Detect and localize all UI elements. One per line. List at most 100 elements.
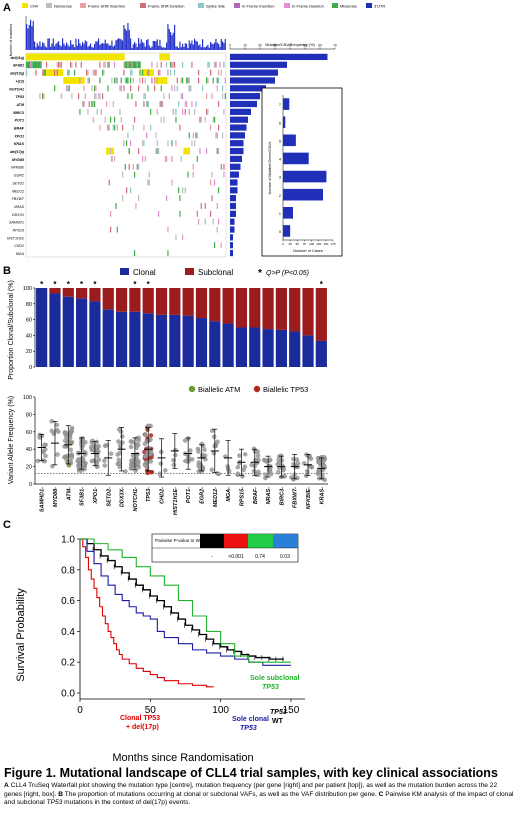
clonal-bar xyxy=(76,298,88,367)
mutation-cell xyxy=(218,187,220,194)
mutation-cell xyxy=(142,140,144,147)
vaf-point xyxy=(130,439,135,445)
gene-tick-label: DDX3X- xyxy=(120,487,126,507)
mutation-cell xyxy=(188,108,190,115)
patient-bar xyxy=(27,28,29,50)
patient-bar xyxy=(104,39,106,50)
label-sole-clonal-2: TP53 xyxy=(240,725,257,732)
caption-a-text: CLL4 TruSeq Waterfall plot showing the m… xyxy=(4,782,498,798)
patient-bar xyxy=(208,47,210,50)
freq-bar xyxy=(230,116,248,123)
mutation-cell xyxy=(106,101,108,107)
mutation-cell xyxy=(220,163,222,170)
mutation-cell xyxy=(216,148,218,154)
mutation-cell xyxy=(114,124,116,131)
mutation-cell xyxy=(171,156,173,162)
patient-bar xyxy=(204,47,206,50)
freq-bar xyxy=(230,187,238,194)
mutation-cell xyxy=(35,69,37,76)
mutation-cell xyxy=(79,77,81,84)
vaf-point xyxy=(276,470,281,475)
patient-bar xyxy=(219,46,221,50)
vaf-point xyxy=(255,453,261,458)
mutation-cell xyxy=(67,69,69,76)
vaf-point xyxy=(148,437,153,442)
clonal-bar xyxy=(49,293,61,367)
mutation-cell xyxy=(139,61,141,68)
freq-bar xyxy=(230,53,328,61)
patient-bar xyxy=(214,42,216,50)
vaf-distribution-chart: 0 20 40 60 80 100 SAMHD1- MYD88- ATM- SF3B1- XPO1-… xyxy=(23,395,328,515)
patient-bar xyxy=(98,38,100,50)
gene-label: TP53 xyxy=(15,95,24,99)
significance-star: * xyxy=(67,280,71,289)
mutation-cell xyxy=(110,116,112,123)
mutation-cell xyxy=(123,85,125,92)
label-sole-clonal-1: Sole clonal xyxy=(232,716,269,723)
mutation-cell xyxy=(44,69,46,76)
caption-c-text-2: mutations in the context of del(17p) eve… xyxy=(64,799,191,807)
patient-bar xyxy=(94,43,96,50)
mutation-cell xyxy=(131,69,133,76)
mutation-cell xyxy=(99,124,101,131)
caption-c-text-1: Pairwise KM analysis of the impact of cl… xyxy=(4,790,514,807)
mutation-cell xyxy=(210,124,212,131)
vaf-point xyxy=(54,422,60,428)
clonal-bar xyxy=(182,315,194,367)
mutation-cell xyxy=(176,85,178,92)
mutation-cell xyxy=(160,116,162,123)
vaf-point xyxy=(303,473,309,478)
freq-tick-label: 0 xyxy=(229,44,231,48)
vaf-point xyxy=(209,467,215,472)
mutation-cell xyxy=(110,210,112,217)
mutation-cell xyxy=(206,77,208,84)
mutation-cell xyxy=(182,234,184,241)
vaf-point xyxy=(69,455,74,460)
mutation-cell xyxy=(178,101,180,107)
vaf-point xyxy=(102,463,107,468)
mutation-cell xyxy=(188,132,190,139)
mutation-cell xyxy=(214,179,216,186)
gene-tick-label: MGA- xyxy=(226,487,232,502)
mutation-cell xyxy=(214,61,216,68)
vaf-point xyxy=(148,459,153,464)
freq-bar xyxy=(230,242,233,249)
mutation-cell xyxy=(212,116,214,123)
mutation-cell xyxy=(99,61,101,68)
mutation-cell xyxy=(178,187,180,194)
patient-bar xyxy=(187,47,189,50)
mutation-cell xyxy=(212,218,214,225)
mutation-cell xyxy=(190,85,192,92)
vaf-point xyxy=(43,447,48,452)
panel-a: A CNV Nonsense Frame Shift Insertion Frame … xyxy=(0,0,520,260)
vaf-point xyxy=(263,472,268,477)
clonal-bar xyxy=(315,340,327,367)
mutation-cell xyxy=(103,61,105,68)
vaf-ylabel: Variant Allele Frequency (%) xyxy=(8,396,15,484)
mutation-cell xyxy=(196,132,198,139)
subclonal-bar xyxy=(275,288,287,330)
mutation-cell xyxy=(191,101,193,107)
km-ytick-label: 1.0 xyxy=(61,535,75,546)
mutation-cell xyxy=(194,108,196,115)
patient-bar xyxy=(63,43,65,50)
pv-swatch-wt xyxy=(200,534,224,548)
mutation-cell xyxy=(184,101,186,107)
mutation-cell xyxy=(94,69,96,76)
mutation-cell xyxy=(139,77,141,84)
patient-bar xyxy=(67,44,69,50)
legend-swatch-5 xyxy=(234,3,240,8)
gene-tick-label: EGR2- xyxy=(199,487,205,504)
mutation-cell xyxy=(179,210,181,217)
mutation-cell xyxy=(215,132,217,139)
label-clonal-del-1: Clonal TP53 xyxy=(120,715,160,722)
clonal-bar xyxy=(89,301,101,367)
vaf-point xyxy=(295,475,300,481)
vaf-point xyxy=(183,458,188,464)
mutation-cell xyxy=(182,77,184,84)
patient-bar xyxy=(54,46,56,50)
mutation-cell xyxy=(42,69,44,76)
mutation-cell xyxy=(130,85,132,92)
mutation-cell xyxy=(92,116,94,123)
